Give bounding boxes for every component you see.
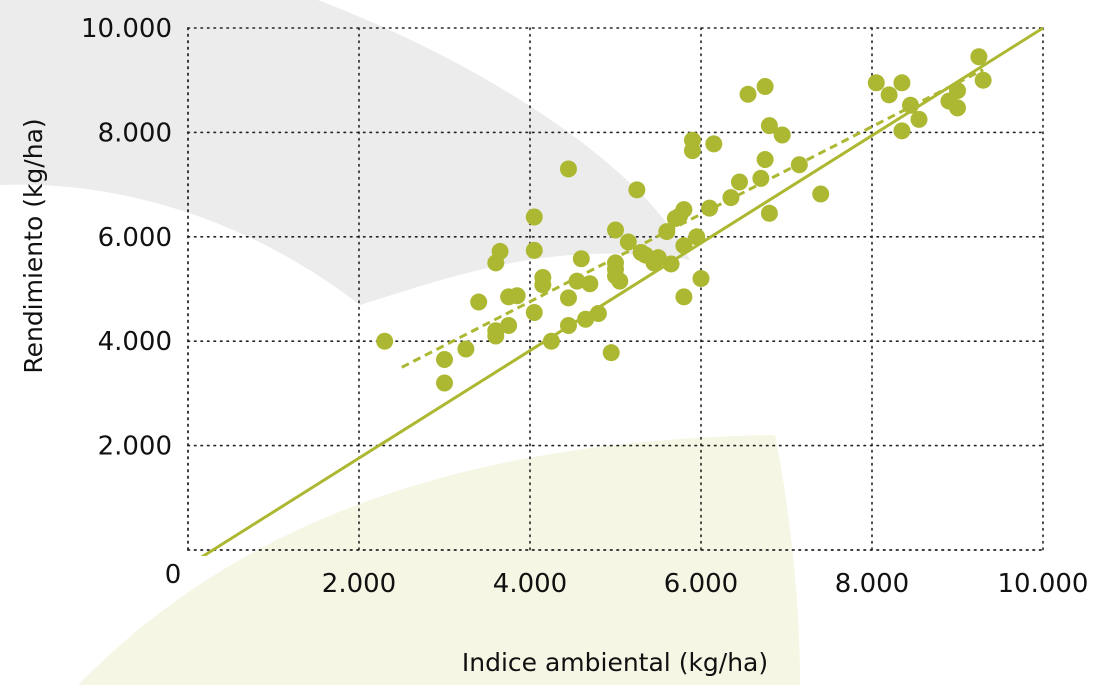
data-point bbox=[683, 142, 701, 160]
data-point bbox=[760, 204, 778, 222]
grid bbox=[187, 27, 1044, 551]
data-point bbox=[500, 317, 518, 335]
x-tick-label: 8.000 bbox=[835, 569, 909, 599]
data-point bbox=[970, 48, 988, 66]
y-tick-label: 6.000 bbox=[98, 223, 172, 253]
y-tick-label: 8.000 bbox=[98, 118, 172, 148]
data-point bbox=[534, 276, 552, 294]
y-axis-title: Rendimiento (kg/ha) bbox=[19, 118, 48, 373]
data-point bbox=[688, 228, 706, 246]
data-point bbox=[619, 233, 637, 251]
data-point bbox=[901, 96, 919, 114]
data-point bbox=[470, 293, 488, 311]
x-tick-label: 4.000 bbox=[493, 569, 567, 599]
data-point bbox=[880, 86, 898, 104]
y-axis-tick-labels: 2.000 4.000 6.000 8.000 10.000 bbox=[81, 14, 172, 462]
data-point bbox=[525, 208, 543, 226]
data-point bbox=[675, 237, 693, 255]
data-point bbox=[559, 317, 577, 335]
data-point bbox=[910, 110, 928, 128]
data-point bbox=[812, 185, 830, 203]
data-point bbox=[559, 160, 577, 178]
data-point bbox=[692, 270, 710, 288]
data-point bbox=[376, 332, 394, 350]
data-point bbox=[662, 255, 680, 273]
data-point bbox=[542, 332, 560, 350]
data-point bbox=[577, 310, 595, 328]
background-shape-gray bbox=[0, 0, 690, 305]
y-tick-label: 4.000 bbox=[98, 327, 172, 357]
data-point bbox=[756, 151, 774, 169]
data-points bbox=[376, 48, 992, 392]
data-point bbox=[893, 74, 911, 92]
data-point bbox=[790, 156, 808, 174]
background-shape-green bbox=[78, 435, 800, 685]
data-point bbox=[436, 350, 453, 368]
x-axis-tick-labels: 0 2.000 4.000 6.000 8.000 10.000 bbox=[165, 560, 1089, 599]
data-point bbox=[572, 250, 590, 268]
data-point bbox=[773, 126, 791, 144]
trend-lines bbox=[200, 26, 1044, 556]
data-point bbox=[752, 169, 770, 187]
data-point bbox=[701, 199, 719, 217]
data-point bbox=[675, 201, 693, 219]
x-tick-label: 2.000 bbox=[322, 569, 396, 599]
data-point bbox=[525, 241, 543, 259]
data-point bbox=[949, 99, 966, 117]
data-point bbox=[559, 289, 577, 307]
data-point bbox=[508, 287, 526, 305]
data-point bbox=[658, 223, 676, 241]
data-point bbox=[568, 272, 586, 290]
data-point bbox=[739, 85, 757, 103]
data-point bbox=[491, 242, 509, 260]
y-tick-label: 2.000 bbox=[98, 432, 172, 462]
x-axis-title: Indice ambiental (kg/ha) bbox=[462, 648, 768, 677]
data-point bbox=[949, 82, 966, 100]
data-point bbox=[705, 135, 723, 153]
x-tick-label: 10.000 bbox=[998, 569, 1089, 599]
data-point bbox=[730, 173, 748, 191]
data-point bbox=[436, 374, 453, 392]
data-point bbox=[974, 71, 992, 89]
trend-line-dashed bbox=[401, 68, 984, 369]
data-point bbox=[457, 340, 475, 358]
data-point bbox=[611, 272, 629, 290]
data-point bbox=[602, 344, 620, 362]
data-point bbox=[867, 74, 885, 92]
data-point bbox=[756, 77, 774, 95]
trend-line-solid bbox=[200, 26, 1044, 556]
data-point bbox=[628, 181, 646, 199]
data-point bbox=[487, 322, 505, 340]
y-tick-label: 10.000 bbox=[81, 14, 172, 44]
x-tick-label: 0 bbox=[165, 560, 182, 590]
data-point bbox=[893, 122, 911, 140]
data-point bbox=[649, 249, 667, 267]
x-tick-label: 6.000 bbox=[664, 569, 738, 599]
data-point bbox=[607, 221, 624, 239]
data-point bbox=[525, 303, 543, 321]
data-point bbox=[675, 288, 693, 306]
data-point bbox=[581, 275, 599, 293]
data-point bbox=[722, 189, 740, 207]
data-point bbox=[589, 305, 607, 323]
data-point bbox=[760, 117, 778, 135]
